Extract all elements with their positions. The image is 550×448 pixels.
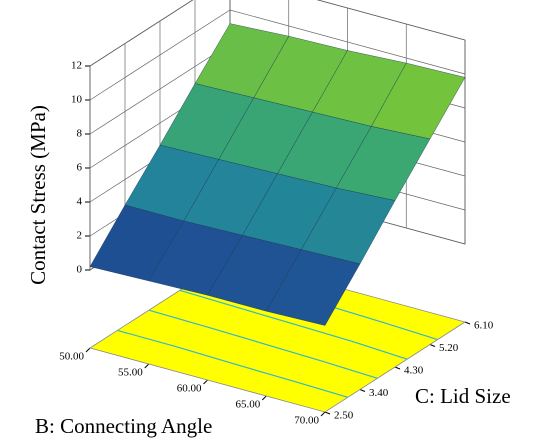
y-tick-label: 2.50 — [334, 410, 354, 422]
y-tick — [324, 411, 331, 415]
x-tick — [261, 395, 267, 401]
floor-contour — [179, 289, 408, 360]
x-tick-label: 50.00 — [59, 351, 84, 363]
grid-line — [89, 0, 466, 67]
z-tick-label: 0 — [77, 264, 83, 276]
y-tick-label: 6.10 — [474, 320, 494, 332]
plot-area: 0 2 4 6 8 10 12 50.00 55.00 60.00 65.00 70.00 2.50 3.… — [59, 0, 494, 427]
y-tick — [464, 321, 471, 325]
z-tick-label: 6 — [77, 162, 83, 174]
x-tick — [320, 411, 326, 417]
x-tick — [203, 379, 208, 385]
z-tick-label: 4 — [77, 196, 83, 208]
x-tick-label: 60.00 — [177, 383, 202, 395]
z-tick-label: 8 — [77, 128, 83, 140]
y-tick — [359, 389, 366, 392]
z-tick-label: 10 — [71, 94, 83, 106]
x-tick-label: 55.00 — [118, 367, 143, 379]
y-tick — [394, 366, 401, 370]
floor-contour — [148, 309, 378, 379]
x-tick-label: 65.00 — [236, 399, 261, 411]
x-tick-label: 70.00 — [294, 415, 319, 427]
y-tick-label: 3.40 — [369, 387, 389, 399]
z-tick-label: 2 — [77, 230, 83, 242]
y-tick-label: 4.30 — [404, 365, 424, 377]
x-tick — [85, 347, 91, 353]
z-tick-label: 12 — [71, 60, 82, 72]
surface-patch — [265, 249, 361, 326]
x-axis-title: B: Connecting Angle — [35, 414, 212, 438]
y-axis-title: C: Lid Size — [415, 384, 511, 408]
floor-contour — [117, 329, 348, 398]
x-tick — [144, 363, 150, 369]
z-axis-title: Contact Stress (MPa) — [26, 105, 50, 285]
y-tick-label: 5.20 — [439, 342, 459, 354]
y-tick — [429, 344, 436, 347]
